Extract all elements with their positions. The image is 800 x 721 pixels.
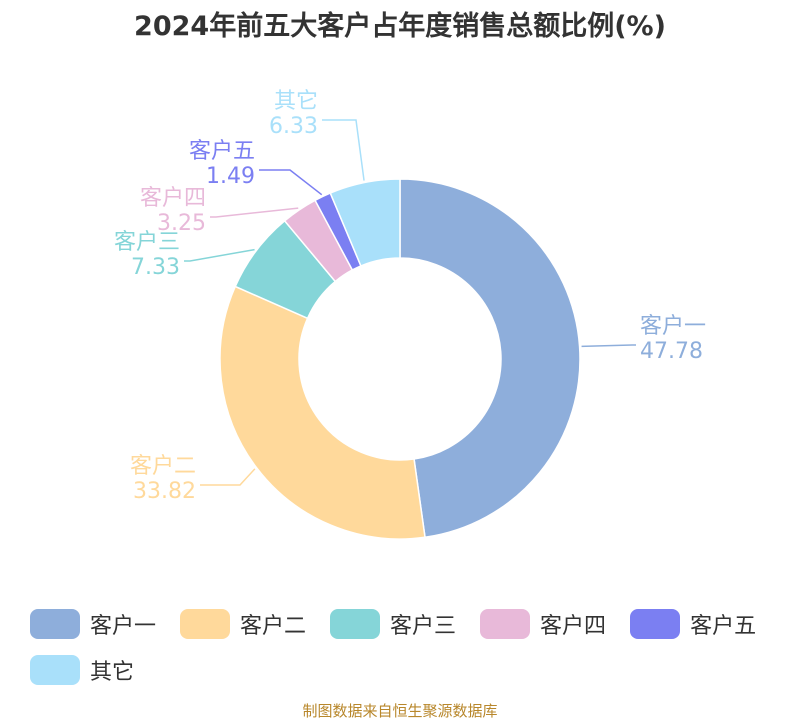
slice-value-label: 6.33 (269, 114, 318, 139)
slice-name-label: 其它 (274, 89, 318, 114)
leader-line-5 (259, 169, 323, 196)
legend-label: 客户三 (390, 614, 457, 639)
legend-swatch (30, 655, 80, 685)
slice-2[interactable] (219, 285, 426, 540)
legend-label: 客户四 (540, 614, 607, 639)
legend-label: 客户五 (690, 614, 757, 639)
legend-swatch (630, 609, 681, 639)
legend: 客户一 客户二 客户三 客户四 客户五其它 (30, 608, 790, 686)
slice-1[interactable] (399, 178, 581, 539)
slice-6[interactable] (329, 178, 401, 267)
legend-item-1[interactable]: 客户一 (30, 608, 156, 640)
legend-label: 客户二 (240, 614, 307, 639)
legend-item-3[interactable]: 客户三 (330, 608, 456, 640)
source-footer: 制图数据来自恒生聚源数据库 (302, 702, 498, 720)
slice-value-label: 7.33 (131, 255, 180, 280)
slice-value-label: 1.49 (206, 164, 255, 189)
slice-name-label: 客户四 (140, 186, 206, 211)
leader-line-1 (581, 344, 636, 348)
slice-name-label: 客户一 (640, 314, 706, 339)
leader-line-4 (210, 207, 299, 218)
slice-value-label: 3.25 (157, 211, 206, 236)
slice-name-label: 客户三 (114, 230, 180, 255)
legend-label: 客户一 (90, 614, 157, 639)
legend-swatch (480, 609, 531, 639)
legend-swatch (180, 609, 231, 639)
leader-line-2 (200, 468, 256, 486)
slice-value-label: 47.78 (640, 339, 703, 364)
chart-title: 2024年前五大客户占年度销售总额比例(%) (134, 11, 666, 42)
leader-line-3 (184, 248, 255, 262)
leader-lines (184, 119, 636, 486)
slice-value-label: 33.82 (133, 479, 196, 504)
legend-item-6[interactable]: 其它 (30, 654, 134, 686)
legend-label: 其它 (90, 660, 135, 685)
legend-swatch (30, 609, 80, 639)
legend-swatch (330, 609, 381, 639)
legend-item-2[interactable]: 客户二 (180, 608, 306, 640)
legend-item-4[interactable]: 客户四 (480, 608, 606, 640)
slice-name-label: 客户五 (189, 139, 255, 164)
slice-name-label: 客户二 (130, 454, 196, 479)
donut-slices (219, 178, 581, 540)
legend-item-5[interactable]: 客户五 (630, 608, 756, 640)
leader-line-6 (322, 119, 365, 181)
